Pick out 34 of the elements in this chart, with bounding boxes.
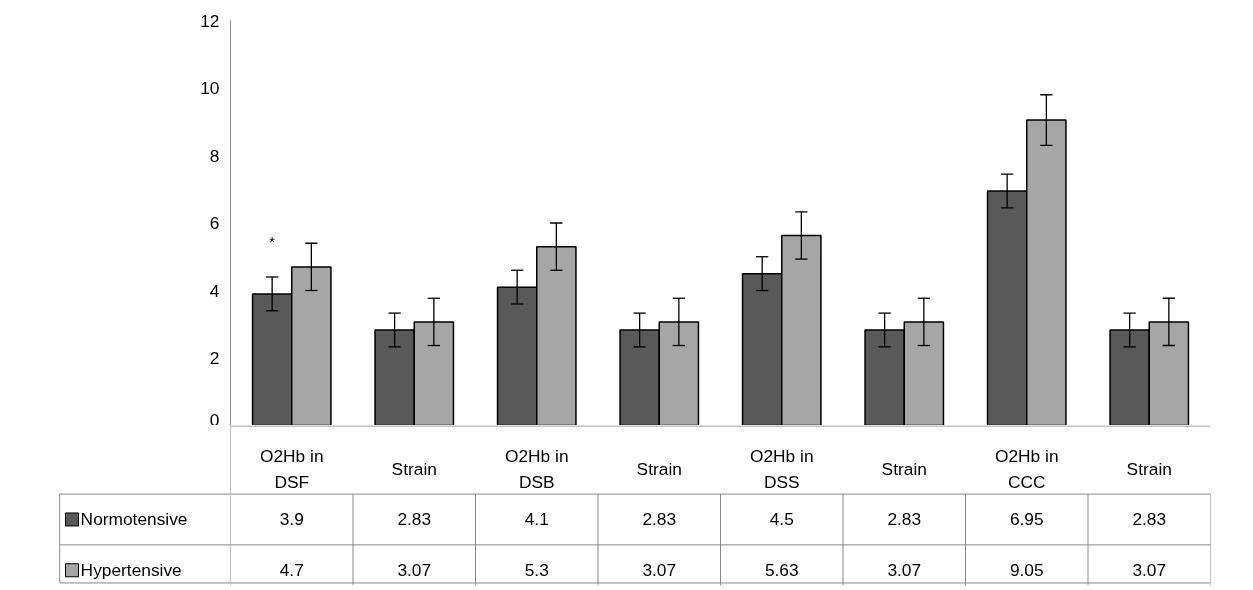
data-label: 2.83 bbox=[887, 509, 922, 530]
data-label: 3.07 bbox=[1132, 560, 1167, 581]
y-tick-label: 6 bbox=[209, 213, 220, 233]
data-label: 4.7 bbox=[279, 560, 304, 581]
y-tick-label: 12 bbox=[200, 10, 220, 31]
x-tick-label: Strain bbox=[636, 458, 682, 479]
x-tick-label: O2Hb in CCC bbox=[994, 445, 1059, 492]
data-label: 2.83 bbox=[642, 509, 677, 530]
x-tick-label: Strain bbox=[1126, 458, 1172, 479]
data-label: 2.83 bbox=[397, 509, 432, 530]
data-label: 5.3 bbox=[524, 560, 549, 581]
data-label: 3.07 bbox=[642, 560, 677, 581]
data-label: 4.1 bbox=[524, 509, 549, 530]
data-label: 4.5 bbox=[769, 509, 794, 530]
legend-label: Hypertensive bbox=[80, 560, 182, 581]
data-label: 3.07 bbox=[397, 560, 432, 581]
x-tick-label: Strain bbox=[391, 458, 437, 479]
data-label: 3.07 bbox=[887, 560, 922, 581]
y-tick-label: 2 bbox=[209, 348, 220, 368]
x-tick-label: O2Hb in DSF bbox=[259, 445, 324, 492]
y-tick-label: 10 bbox=[200, 78, 220, 98]
data-label: 3.9 bbox=[279, 509, 304, 530]
data-label: 9.05 bbox=[1009, 560, 1044, 581]
x-tick-label: O2Hb in DSS bbox=[749, 445, 814, 492]
annotation: * bbox=[269, 234, 276, 250]
data-label: 2.83 bbox=[1132, 509, 1167, 530]
data-label: 6.95 bbox=[1009, 509, 1044, 530]
x-tick-label: O2Hb in DSB bbox=[504, 445, 569, 492]
legend-label: Normotensive bbox=[80, 509, 188, 530]
y-tick-label: 8 bbox=[209, 145, 220, 166]
data-label: 5.63 bbox=[764, 560, 799, 581]
y-tick-label: 0 bbox=[209, 409, 220, 430]
y-tick-label: 4 bbox=[209, 280, 220, 301]
x-tick-label: Strain bbox=[881, 458, 927, 479]
